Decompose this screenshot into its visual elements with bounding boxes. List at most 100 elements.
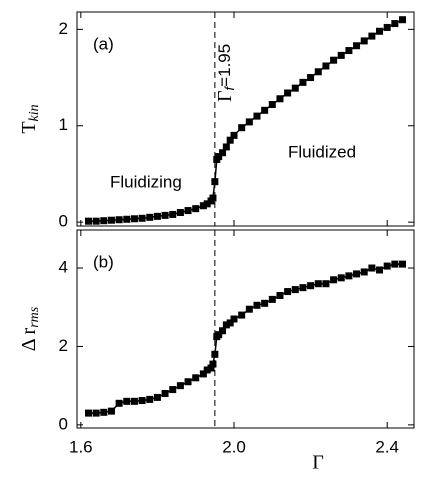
axes-frame [76,11,415,227]
data-marker [307,282,315,290]
data-marker [153,393,161,401]
data-marker [337,274,345,282]
data-marker [203,366,211,374]
data-marker [314,280,322,288]
data-marker [176,209,184,217]
data-marker [376,27,384,35]
data-marker [209,360,217,368]
data-marker [391,20,399,28]
data-marker [253,112,261,120]
data-marker [399,16,407,24]
data-marker [307,74,315,82]
data-marker [222,321,230,329]
data-marker [192,205,200,213]
data-marker [192,374,200,382]
data-marker [245,118,253,126]
data-marker [337,51,345,59]
y-tick-label: 2 [59,336,68,355]
data-marker [368,264,376,272]
data-marker [345,47,353,55]
data-marker [207,364,215,372]
threshold-label-rest: =1.95 [215,44,234,87]
data-marker [161,389,169,397]
x-tick-label: 2.4 [375,437,399,456]
data-marker [219,149,227,157]
x-tick-label: 2.0 [222,437,246,456]
y-tick-label: 1 [59,115,68,134]
data-marker [215,153,223,161]
data-marker [314,68,322,76]
y-axis-label-sub: kin [27,104,42,121]
data-marker [138,397,146,405]
data-marker [284,89,292,97]
data-marker [199,202,207,210]
data-marker [230,131,238,139]
data-marker [219,327,227,335]
y-tick-label: 2 [59,19,68,38]
data-marker [345,272,353,280]
data-marker [226,136,234,144]
data-marker [226,319,234,327]
data-marker [176,382,184,390]
panel-label: (b) [93,252,114,271]
y-axis-label: Δ rrms [18,306,43,351]
data-marker [230,315,238,323]
panel: 0 1 2 Tkin (a) Fluidizing Fluidized Γf=1.95 [18,11,415,231]
data-marker [146,213,154,221]
data-line [88,263,403,414]
panel-label: (a) [93,34,114,53]
data-marker [268,101,276,109]
data-marker [268,295,276,303]
data-marker [360,268,368,276]
data-marker [153,212,161,220]
data-marker [115,216,123,224]
data-marker [138,214,146,222]
y-axis-label-main: Δ r [18,327,40,351]
data-marker [238,311,246,319]
x-axis-label: Γ [312,452,324,474]
data-marker [107,407,115,415]
data-marker [209,194,217,202]
annotation: Fluidized [288,142,356,161]
axes-frame [76,229,415,429]
data-marker [376,266,384,274]
data-marker [123,215,131,223]
data-marker [100,408,108,416]
data-marker [84,409,92,417]
data-marker [203,200,211,208]
data-marker [130,215,138,223]
threshold-label: Γf=1.95 [213,44,237,102]
data-marker [92,217,100,225]
data-marker [184,207,192,215]
data-marker [184,378,192,386]
y-axis-label: Tkin [18,104,43,133]
data-marker [330,276,338,284]
data-marker [169,386,177,394]
data-marker [211,350,219,358]
data-marker [368,32,376,40]
data-marker [100,217,108,225]
y-axis-label-sub: rms [27,306,42,328]
data-marker [299,284,307,292]
data-marker [322,62,330,70]
data-marker [391,260,399,268]
data-marker [291,84,299,92]
data-marker [261,299,269,307]
data-marker [92,409,100,417]
data-marker [161,211,169,219]
data-marker [330,56,338,64]
data-marker [130,397,138,405]
data-marker [169,210,177,218]
threshold-label-main: Γ [213,90,235,102]
y-tick-label: 0 [59,212,68,231]
data-marker [115,399,123,407]
panel: 0 2 4 1.6 2.0 2.4 Γ Δ rrms (b) [18,229,415,474]
data-marker [276,291,284,299]
data-marker [146,395,154,403]
data-marker [383,262,391,270]
data-marker [199,370,207,378]
data-marker [253,301,261,309]
data-marker [284,288,292,296]
y-axis-label-main: T [18,121,40,133]
